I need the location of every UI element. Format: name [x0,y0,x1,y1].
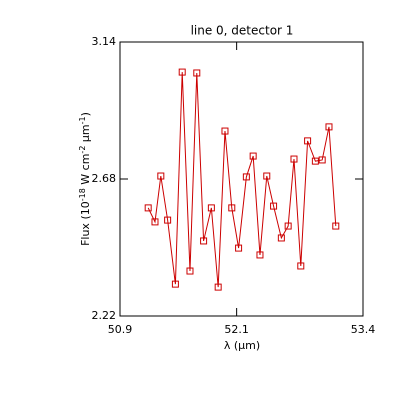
marker [151,218,159,226]
marker [311,157,319,165]
marker [297,262,305,270]
marker [193,69,201,77]
x-tick-label: 52.1 [224,323,249,336]
x-axis-label: λ (μm) [224,339,260,352]
marker [325,123,333,131]
marker [207,204,215,212]
marker [144,204,152,212]
marker [284,222,292,230]
y-axis-label: Flux (10-18 W cm-2 μm-1) [78,112,93,246]
marker [221,127,229,135]
marker [249,152,257,160]
marker [263,172,271,180]
y-label-part: Flux (10 [79,201,92,246]
marker [235,244,243,252]
y-label-superscript: -18 [78,188,87,201]
marker [242,173,250,181]
y-label-part: μm [79,124,92,145]
chart-title: line 0, detector 1 [191,24,294,38]
x-tick-label: 53.4 [351,323,376,336]
marker [228,204,236,212]
marker [214,283,222,291]
y-label-superscript: -2 [78,146,87,154]
marker [270,202,278,210]
marker [186,267,194,275]
y-tick-label: 2.68 [92,172,117,185]
marker [178,68,186,76]
marker [304,137,312,145]
plot-frame [119,41,364,317]
marker [290,155,298,163]
marker [256,251,264,259]
y-label-part: ) [79,112,92,116]
marker [164,216,172,224]
y-label-superscript: -1 [78,116,87,124]
y-tick-label: 2.22 [92,309,117,322]
marker [171,280,179,288]
series-line [147,72,337,288]
x-tick-label: 50.9 [108,323,133,336]
marker [200,237,208,245]
marker [318,156,326,164]
y-label-part: W cm [79,154,92,189]
marker [277,234,285,242]
marker [157,172,165,180]
marker [332,222,340,230]
y-tick-label: 3.14 [92,35,117,48]
